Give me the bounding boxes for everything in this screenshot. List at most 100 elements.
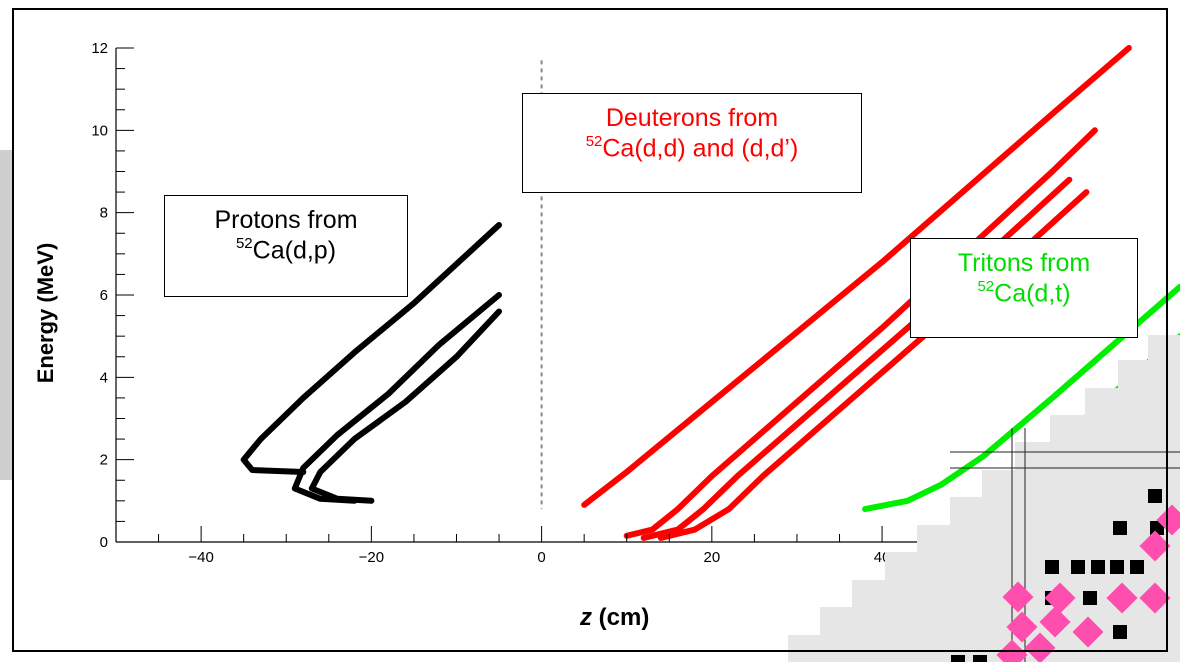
deuterons-point	[692, 527, 698, 533]
staircase-decoration	[788, 335, 1180, 662]
deuterons-point	[879, 259, 885, 265]
deuterons-point	[1126, 45, 1132, 51]
y-tick-label: 12	[91, 40, 108, 57]
protons-point	[334, 496, 340, 502]
protons-point	[453, 354, 459, 360]
tritons-annotation-line1: Tritons from	[957, 249, 1091, 277]
deuterons-point	[649, 527, 655, 533]
protons-point	[385, 391, 391, 397]
deuterons-point	[964, 185, 970, 191]
deuterons-point	[760, 473, 766, 479]
protons-point	[241, 457, 247, 463]
decor-square	[1150, 521, 1164, 535]
decor-square	[951, 655, 965, 662]
deuterons-point	[726, 506, 732, 512]
tritons-point	[905, 498, 911, 504]
deuterons-point	[905, 325, 911, 331]
tritons-point	[939, 481, 945, 487]
deuterons-point	[794, 329, 800, 335]
protons-point	[351, 350, 357, 356]
deuterons-point	[1049, 169, 1055, 174]
decor-square	[1113, 521, 1127, 535]
tritons-point	[981, 453, 987, 459]
y-tick-label: 8	[100, 205, 108, 222]
y-tick-label: 4	[100, 369, 108, 386]
deuterons-locus-3	[581, 45, 1132, 508]
protons-annotation-line2: 52Ca(d,p)	[235, 235, 337, 265]
tritons-annotation: Tritons from 52Ca(d,t)	[910, 238, 1138, 338]
decor-square	[1130, 560, 1144, 574]
decor-square	[1113, 625, 1127, 639]
deuterons-point	[709, 473, 715, 479]
deuterons-point	[641, 535, 647, 541]
protons-point	[317, 496, 323, 502]
deuterons-annotation-line2: 52Ca(d,d) and (d,d’)	[585, 133, 799, 163]
x-tick-label: −20	[359, 549, 384, 566]
tritons-point	[1177, 284, 1180, 290]
x-axis-label: z (cm)	[580, 604, 649, 632]
decor-square	[1148, 489, 1162, 503]
deuterons-point	[819, 399, 825, 405]
protons-point	[258, 436, 264, 442]
deuterons-point	[1049, 111, 1055, 117]
y-tick-label: 10	[91, 122, 108, 139]
protons-annotation: Protons from 52Ca(d,p)	[164, 195, 408, 297]
protons-locus-1	[308, 308, 502, 504]
decor-square	[1071, 560, 1085, 574]
deuterons-point	[1066, 177, 1072, 183]
protons-point	[300, 469, 306, 475]
protons-point	[368, 498, 374, 504]
decor-square	[1110, 560, 1124, 574]
x-axis-variable: z	[580, 604, 592, 631]
protons-locus-0	[291, 292, 502, 504]
protons-point	[402, 399, 408, 405]
y-tick-label: 0	[100, 534, 108, 551]
deuterons-point	[734, 473, 740, 479]
protons-annotation-line1: Protons from	[214, 206, 358, 234]
deuterons-point	[1083, 189, 1089, 195]
decor-square	[1091, 560, 1105, 574]
deuterons-point	[845, 399, 851, 405]
deuterons-point	[709, 399, 715, 405]
deuterons-annotation: Deuterons from 52Ca(d,d) and (d,d’)	[522, 93, 862, 193]
deuterons-point	[879, 325, 885, 331]
deuterons-point	[794, 399, 800, 405]
protons-point	[496, 308, 502, 314]
protons-point	[292, 485, 298, 491]
deuterons-annotation-line1: Deuterons from	[605, 104, 779, 132]
deuterons-point	[1092, 127, 1098, 133]
deuterons-point	[581, 502, 587, 508]
protons-point	[351, 436, 357, 442]
deuterons-point	[658, 535, 664, 541]
decor-square	[973, 655, 987, 662]
slide-frame	[12, 8, 1168, 652]
y-tick-label: 6	[100, 287, 108, 304]
x-axis-unit: (cm)	[598, 604, 650, 631]
protons-point	[411, 300, 417, 306]
x-tick-label: 0	[537, 549, 545, 566]
protons-point	[309, 485, 315, 491]
protons-point	[496, 222, 502, 228]
protons-point	[496, 292, 502, 298]
tritons-point	[862, 506, 868, 512]
y-tick-label: 2	[100, 452, 108, 469]
deuterons-point	[624, 469, 630, 475]
protons-point	[300, 395, 306, 401]
decor-square	[1045, 560, 1059, 574]
tritons-point	[1049, 395, 1055, 401]
deuterons-point	[700, 506, 706, 512]
y-axis-label: Energy (MeV)	[33, 242, 58, 384]
protons-point	[334, 432, 340, 438]
deuterons-point	[675, 506, 681, 512]
tritons-annotation-line2: 52Ca(d,t)	[977, 278, 1071, 308]
x-tick-label: −40	[188, 549, 213, 566]
protons-point	[249, 467, 255, 473]
left-edge-decoration	[0, 150, 14, 480]
x-tick-label: 20	[703, 549, 720, 566]
protons-point	[317, 469, 323, 475]
protons-point	[436, 341, 442, 347]
corner-decoration	[788, 335, 1180, 662]
decor-square	[1083, 591, 1097, 605]
